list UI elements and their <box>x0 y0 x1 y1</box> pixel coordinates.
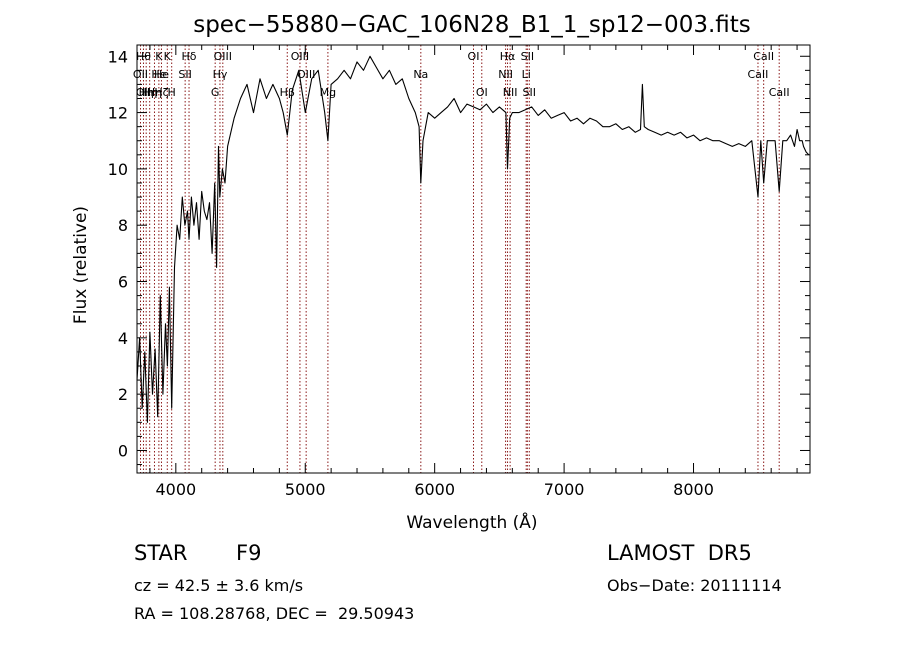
y-axis-label: Flux (relative) <box>71 206 91 324</box>
x-tick-label-3: 7000 <box>544 480 585 499</box>
spectral-line-markers <box>139 45 780 473</box>
line-label-24-0: Li <box>522 68 531 81</box>
line-label-18-0: Na <box>413 68 428 81</box>
survey-name: LAMOST DR5 <box>607 541 752 565</box>
x-tick-label-2: 6000 <box>414 480 455 499</box>
line-label-8-0: H <box>168 86 176 99</box>
line-label-9-0: SII <box>178 68 191 81</box>
line-label-5-0: He <box>151 68 166 81</box>
line-label-3-0: Hη <box>142 86 157 99</box>
y-tick-label-7: 14 <box>108 47 128 66</box>
y-tick-label-6: 12 <box>108 104 128 123</box>
y-tick-label-5: 10 <box>108 160 128 179</box>
line-label-28-0: CaII <box>753 50 774 63</box>
x-axis-label: Wavelength (Å) <box>406 511 537 533</box>
x-axis: 4000 5000 6000 7000 8000 <box>149 45 798 499</box>
line-label-15-0: OIII <box>291 50 309 63</box>
object-class: STAR <box>134 541 188 565</box>
y-tick-label-4: 8 <box>118 216 128 235</box>
line-label-17-0: Mg <box>320 86 336 99</box>
obs-date: Obs−Date: 20111114 <box>607 576 782 595</box>
y-tick-label-1: 2 <box>118 385 128 404</box>
line-label-11-0: G <box>211 86 220 99</box>
line-label-7-0: K <box>164 50 172 63</box>
line-label-22-0: Hα <box>500 50 516 63</box>
y-tick-label-0: 0 <box>118 441 128 460</box>
line-label-4-0: Hη <box>147 86 162 99</box>
line-label-5-1: K <box>155 50 163 63</box>
line-label-12-0: Hγ <box>213 68 228 81</box>
line-label-14-0: Hβ <box>280 86 295 99</box>
redshift-readout: cz = 42.5 ± 3.6 km/s <box>134 576 304 595</box>
line-label-26-0: SII <box>523 86 536 99</box>
line-label-19-0: OI <box>468 50 480 63</box>
x-tick-label-1: 5000 <box>285 480 326 499</box>
coordinates: RA = 108.28768, DEC = 29.50943 <box>134 604 415 623</box>
line-label-2-0: Hη <box>139 86 154 99</box>
chart-title: spec−55880−GAC_106N28_B1_1_sp12−003.fits <box>193 12 751 38</box>
line-label-27-0: CaII <box>748 68 769 81</box>
spectral-line-labels: OIIHθOIIHηHηHηHeKHeHζKHSIIHδGHγOIIIHβOII… <box>133 50 790 99</box>
y-axis: 0 2 4 6 8 10 12 14 <box>108 47 810 466</box>
line-label-25-0: SII <box>521 50 534 63</box>
line-label-6-1: Hζ <box>154 86 168 99</box>
line-label-21-0: NII <box>498 68 513 81</box>
spectrum-line <box>136 55 810 423</box>
line-label-23-0: NII <box>503 86 518 99</box>
line-label-13-0: OIII <box>214 50 232 63</box>
y-tick-label-2: 4 <box>118 329 128 348</box>
plot-frame <box>136 44 811 474</box>
y-tick-label-3: 6 <box>118 273 128 292</box>
line-label-29-0: CaII <box>769 86 790 99</box>
line-label-1-1: OII <box>136 86 151 99</box>
line-label-6-0: He <box>154 68 169 81</box>
line-label-20-0: OI <box>476 86 488 99</box>
line-label-16-0: OIII <box>297 68 315 81</box>
line-label-10-0: Hδ <box>182 50 197 63</box>
x-tick-label-4: 8000 <box>673 480 714 499</box>
x-tick-label-0: 4000 <box>155 480 196 499</box>
object-subclass: F9 <box>236 541 262 565</box>
